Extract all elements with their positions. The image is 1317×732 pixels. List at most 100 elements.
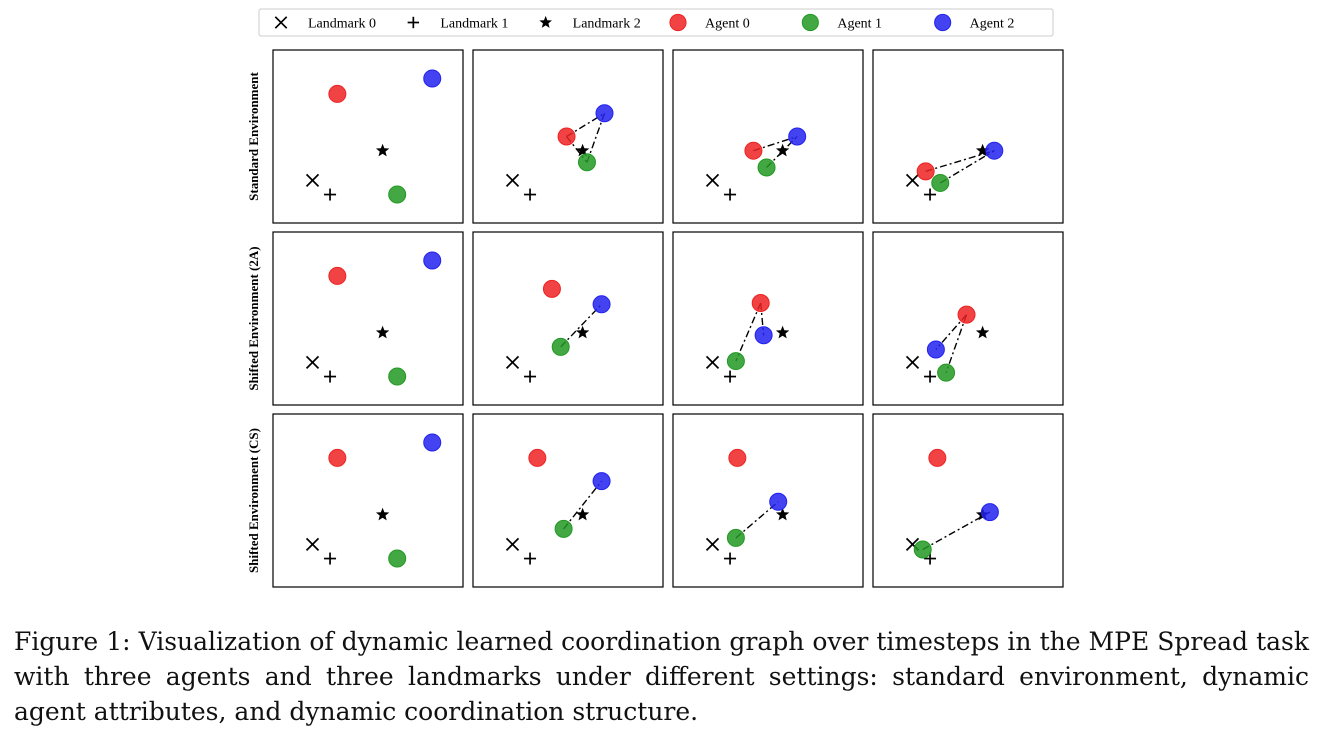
legend-label-1: Landmark 1 xyxy=(440,17,508,32)
landmark-1-marker xyxy=(924,370,937,383)
legend-marker-1 xyxy=(407,16,420,29)
panel-r0-c0 xyxy=(272,49,464,224)
panel-frame xyxy=(472,413,664,588)
panel-r1-c0 xyxy=(272,231,464,406)
agent-0-marker xyxy=(542,279,561,298)
agent-1-marker xyxy=(388,549,407,568)
figure-caption: Figure 1: Visualization of dynamic learn… xyxy=(14,627,1309,726)
landmark-2-marker xyxy=(575,507,590,521)
agent-2-marker xyxy=(423,251,442,270)
panel-r2-c0 xyxy=(272,413,464,588)
landmark-0-marker xyxy=(905,173,920,187)
legend: Landmark 0 Landmark 1 Landmark 2 Agent 0 Age… xyxy=(258,8,1054,37)
panel-r2-c1 xyxy=(472,413,664,588)
row-label-1: Shifted Environment (2A) xyxy=(246,246,261,390)
coordination-edge-0-1 xyxy=(945,314,968,373)
legend-box xyxy=(258,8,1054,37)
panel-r0-c2 xyxy=(672,49,864,224)
row-labels: Standard Environment Shifted Environment … xyxy=(246,71,261,572)
agent-1-marker xyxy=(554,519,573,538)
landmark-1-marker xyxy=(324,552,337,565)
landmark-0-marker xyxy=(305,537,320,551)
landmark-0-marker xyxy=(705,173,720,187)
coordination-edge-0-1 xyxy=(735,302,762,362)
landmark-0-marker xyxy=(505,355,520,369)
landmark-0-marker xyxy=(505,537,520,551)
legend-marker-5 xyxy=(934,13,952,32)
agent-0-marker xyxy=(957,305,976,324)
landmark-2-marker xyxy=(775,143,790,157)
agent-0-marker xyxy=(916,162,935,181)
agent-0-marker xyxy=(751,294,770,313)
coordination-edge-1-2 xyxy=(563,480,603,530)
landmark-0-marker xyxy=(705,537,720,551)
agent-2-marker xyxy=(592,472,611,491)
panel-r2-c2 xyxy=(672,413,864,588)
agent-0-marker xyxy=(328,448,347,467)
landmark-2-marker xyxy=(775,325,790,339)
landmark-0-marker xyxy=(705,355,720,369)
legend-label-5: Agent 2 xyxy=(970,17,1015,32)
coordination-edge-1-2 xyxy=(586,113,606,163)
landmark-2-marker xyxy=(975,325,990,339)
legend-marker-3 xyxy=(669,13,687,32)
agent-0-marker xyxy=(328,84,347,103)
panel-frame xyxy=(472,231,664,406)
landmark-1-marker xyxy=(724,188,737,201)
landmark-0-marker xyxy=(505,173,520,187)
legend-marker-4 xyxy=(801,13,819,32)
agent-2-marker xyxy=(423,69,442,88)
agent-2-marker xyxy=(980,503,999,522)
panel-r1-c3 xyxy=(872,231,1064,406)
agent-2-marker xyxy=(769,492,788,511)
agent-0-marker xyxy=(528,448,547,467)
landmark-2-marker xyxy=(375,325,390,339)
agent-0-marker xyxy=(744,141,763,160)
coordination-edge-1-2 xyxy=(560,303,603,348)
landmark-0-marker xyxy=(905,355,920,369)
agent-1-marker xyxy=(726,528,745,547)
panel-r0-c1 xyxy=(472,49,664,224)
landmark-1-marker xyxy=(524,370,537,383)
panel-frame xyxy=(872,49,1064,224)
agent-2-marker xyxy=(754,326,773,345)
agent-2-marker xyxy=(423,433,442,452)
agent-1-marker xyxy=(388,185,407,204)
landmark-0-marker xyxy=(305,173,320,187)
legend-label-4: Agent 1 xyxy=(837,17,882,32)
legend-label-2: Landmark 2 xyxy=(573,17,641,32)
landmark-1-marker xyxy=(324,370,337,383)
figure: Landmark 0 Landmark 1 Landmark 2 Agent 0 Age… xyxy=(246,8,1064,588)
landmark-2-marker xyxy=(375,143,390,157)
panels xyxy=(272,49,1064,588)
landmark-1-marker xyxy=(324,188,337,201)
agent-1-marker xyxy=(931,173,950,192)
landmark-2-marker xyxy=(975,143,990,157)
landmark-1-marker xyxy=(724,552,737,565)
landmark-1-marker xyxy=(924,188,937,201)
agent-2-marker xyxy=(595,104,614,123)
agent-0-marker xyxy=(728,448,747,467)
row-label-2: Shifted Environment (CS) xyxy=(246,428,261,573)
coordination-edge-1-2 xyxy=(939,150,995,184)
landmark-2-marker xyxy=(375,507,390,521)
coordination-edge-1-2 xyxy=(922,511,991,551)
landmark-2-marker xyxy=(575,143,590,157)
legend-label-0: Landmark 0 xyxy=(308,17,376,32)
agent-2-marker xyxy=(985,141,1004,160)
legend-marker-2 xyxy=(539,15,552,28)
landmark-1-marker xyxy=(724,370,737,383)
agent-2-marker xyxy=(592,295,611,314)
agent-0-marker xyxy=(557,127,576,146)
agent-0-marker xyxy=(928,448,947,467)
panel-frame xyxy=(672,49,864,224)
legend-marker-0 xyxy=(274,16,288,29)
panel-r1-c1 xyxy=(472,231,664,406)
agent-1-marker xyxy=(551,337,570,356)
landmark-2-marker xyxy=(575,325,590,339)
agent-1-marker xyxy=(577,153,596,172)
agent-1-marker xyxy=(913,540,932,559)
agent-2-marker xyxy=(926,340,945,359)
panel-r0-c3 xyxy=(872,49,1064,224)
coordination-edge-0-2 xyxy=(925,150,995,173)
